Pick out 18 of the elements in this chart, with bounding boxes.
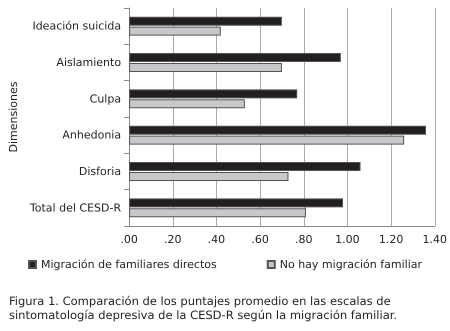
y-axis-title: Dimensiones: [7, 81, 20, 152]
y-tick-label: Total del CESD-R: [28, 201, 122, 214]
x-tick-label: .80: [295, 233, 313, 246]
y-tick-label: Disforia: [78, 165, 122, 178]
y-tick-label: Anhedonia: [62, 128, 122, 142]
legend-label: No hay migración familiar: [280, 258, 422, 271]
legend-label: Migración de familiares directos: [40, 258, 218, 271]
text: Figura 1. Comparación de los puntajes promedio en las escalas de sintomatología depresiva de la CESD-R según la migración familiar.: [9, 294, 398, 322]
y-tick-label: Culpa: [90, 92, 122, 106]
y-tick-label: Aislamiento: [56, 56, 122, 69]
x-tick-label: .40: [208, 233, 226, 246]
x-tick-label: 1.00: [335, 233, 360, 246]
x-tick-label: .00: [120, 233, 138, 246]
y-tick-label: Ideación suicida: [32, 20, 122, 33]
x-tick-label: 1.20: [378, 233, 404, 246]
x-tick-label: .60: [251, 233, 269, 246]
x-tick-label: .20: [164, 233, 182, 246]
x-tick-label: 1.40: [422, 233, 448, 246]
